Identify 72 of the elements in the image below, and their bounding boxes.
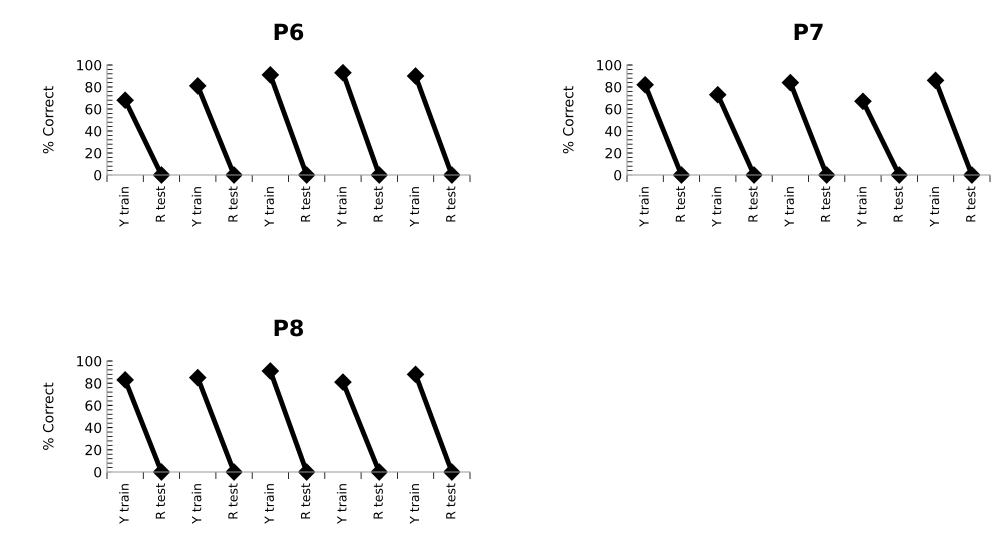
y-tick-label: 80 xyxy=(605,82,622,92)
point xyxy=(854,92,872,110)
x-tick-label: R test xyxy=(374,483,383,519)
x-tick-label: Y train xyxy=(192,187,202,227)
y-tick-label: 40 xyxy=(85,422,102,434)
y-tick-label: 60 xyxy=(85,400,102,411)
y-tick-label: 20 xyxy=(85,148,102,158)
y-tick-label: 40 xyxy=(605,126,622,136)
y-tick-label: 0 xyxy=(94,466,102,478)
y-tick-label: 0 xyxy=(94,170,102,180)
y-axis-title: % Correct xyxy=(42,382,54,450)
point xyxy=(189,369,206,386)
y-tick-label: 0 xyxy=(614,170,622,180)
chart-title: P7 xyxy=(794,24,823,40)
x-tick-label: R test xyxy=(300,186,310,222)
x-tick-label: R test xyxy=(156,483,166,519)
x-tick-label: R test xyxy=(676,186,686,222)
y-axis-title: % Correct xyxy=(42,86,54,154)
point xyxy=(334,64,352,82)
point xyxy=(407,366,424,383)
y-tick-label: 60 xyxy=(605,104,622,114)
y-tick-label: 80 xyxy=(85,378,102,389)
x-tick-label: R test xyxy=(156,186,166,222)
x-tick-label: Y train xyxy=(264,484,274,524)
point xyxy=(407,67,424,85)
x-tick-label: Y train xyxy=(192,484,202,524)
point xyxy=(116,92,134,109)
x-tick-label: Y train xyxy=(264,187,274,227)
y-tick-label: 100 xyxy=(597,60,622,70)
x-tick-label: Y train xyxy=(336,187,347,227)
point xyxy=(927,72,944,89)
point xyxy=(262,362,279,380)
point xyxy=(370,166,388,184)
x-tick-label: R test xyxy=(748,186,758,222)
point xyxy=(189,77,206,94)
x-tick-label: Y train xyxy=(712,187,722,227)
x-tick-label: R test xyxy=(446,186,456,222)
x-tick-label: R test xyxy=(300,483,310,519)
point xyxy=(334,374,352,391)
y-tick-label: 100 xyxy=(77,60,102,70)
y-tick-label: 60 xyxy=(85,104,102,114)
x-tick-label: Y train xyxy=(119,484,129,524)
point xyxy=(370,463,388,481)
point xyxy=(782,74,799,92)
x-tick-label: R test xyxy=(966,186,976,222)
x-tick-label: R test xyxy=(228,483,238,519)
y-axis-title: % Correct xyxy=(562,86,574,154)
x-tick-label: R test xyxy=(374,186,383,222)
x-tick-label: Y train xyxy=(639,187,649,227)
point xyxy=(709,86,726,104)
x-tick-label: R test xyxy=(894,186,903,222)
x-tick-label: Y train xyxy=(410,484,420,524)
point xyxy=(262,66,279,84)
point xyxy=(890,166,908,184)
x-tick-label: R test xyxy=(228,186,238,222)
x-tick-label: R test xyxy=(820,186,830,222)
x-tick-label: Y train xyxy=(410,187,420,227)
y-tick-label: 80 xyxy=(85,82,102,92)
point xyxy=(116,371,134,388)
y-tick-label: 20 xyxy=(85,444,102,456)
chart-title: P8 xyxy=(274,320,303,336)
x-tick-label: R test xyxy=(446,483,456,519)
x-tick-label: Y train xyxy=(119,187,129,227)
chart-title: P6 xyxy=(274,24,304,40)
x-tick-label: Y train xyxy=(856,187,867,227)
x-tick-label: Y train xyxy=(930,187,940,227)
x-tick-label: Y train xyxy=(336,484,347,524)
y-tick-label: 100 xyxy=(77,356,102,366)
point xyxy=(636,76,654,94)
y-tick-label: 20 xyxy=(605,148,622,158)
y-tick-label: 40 xyxy=(85,126,102,136)
x-tick-label: Y train xyxy=(784,187,794,227)
